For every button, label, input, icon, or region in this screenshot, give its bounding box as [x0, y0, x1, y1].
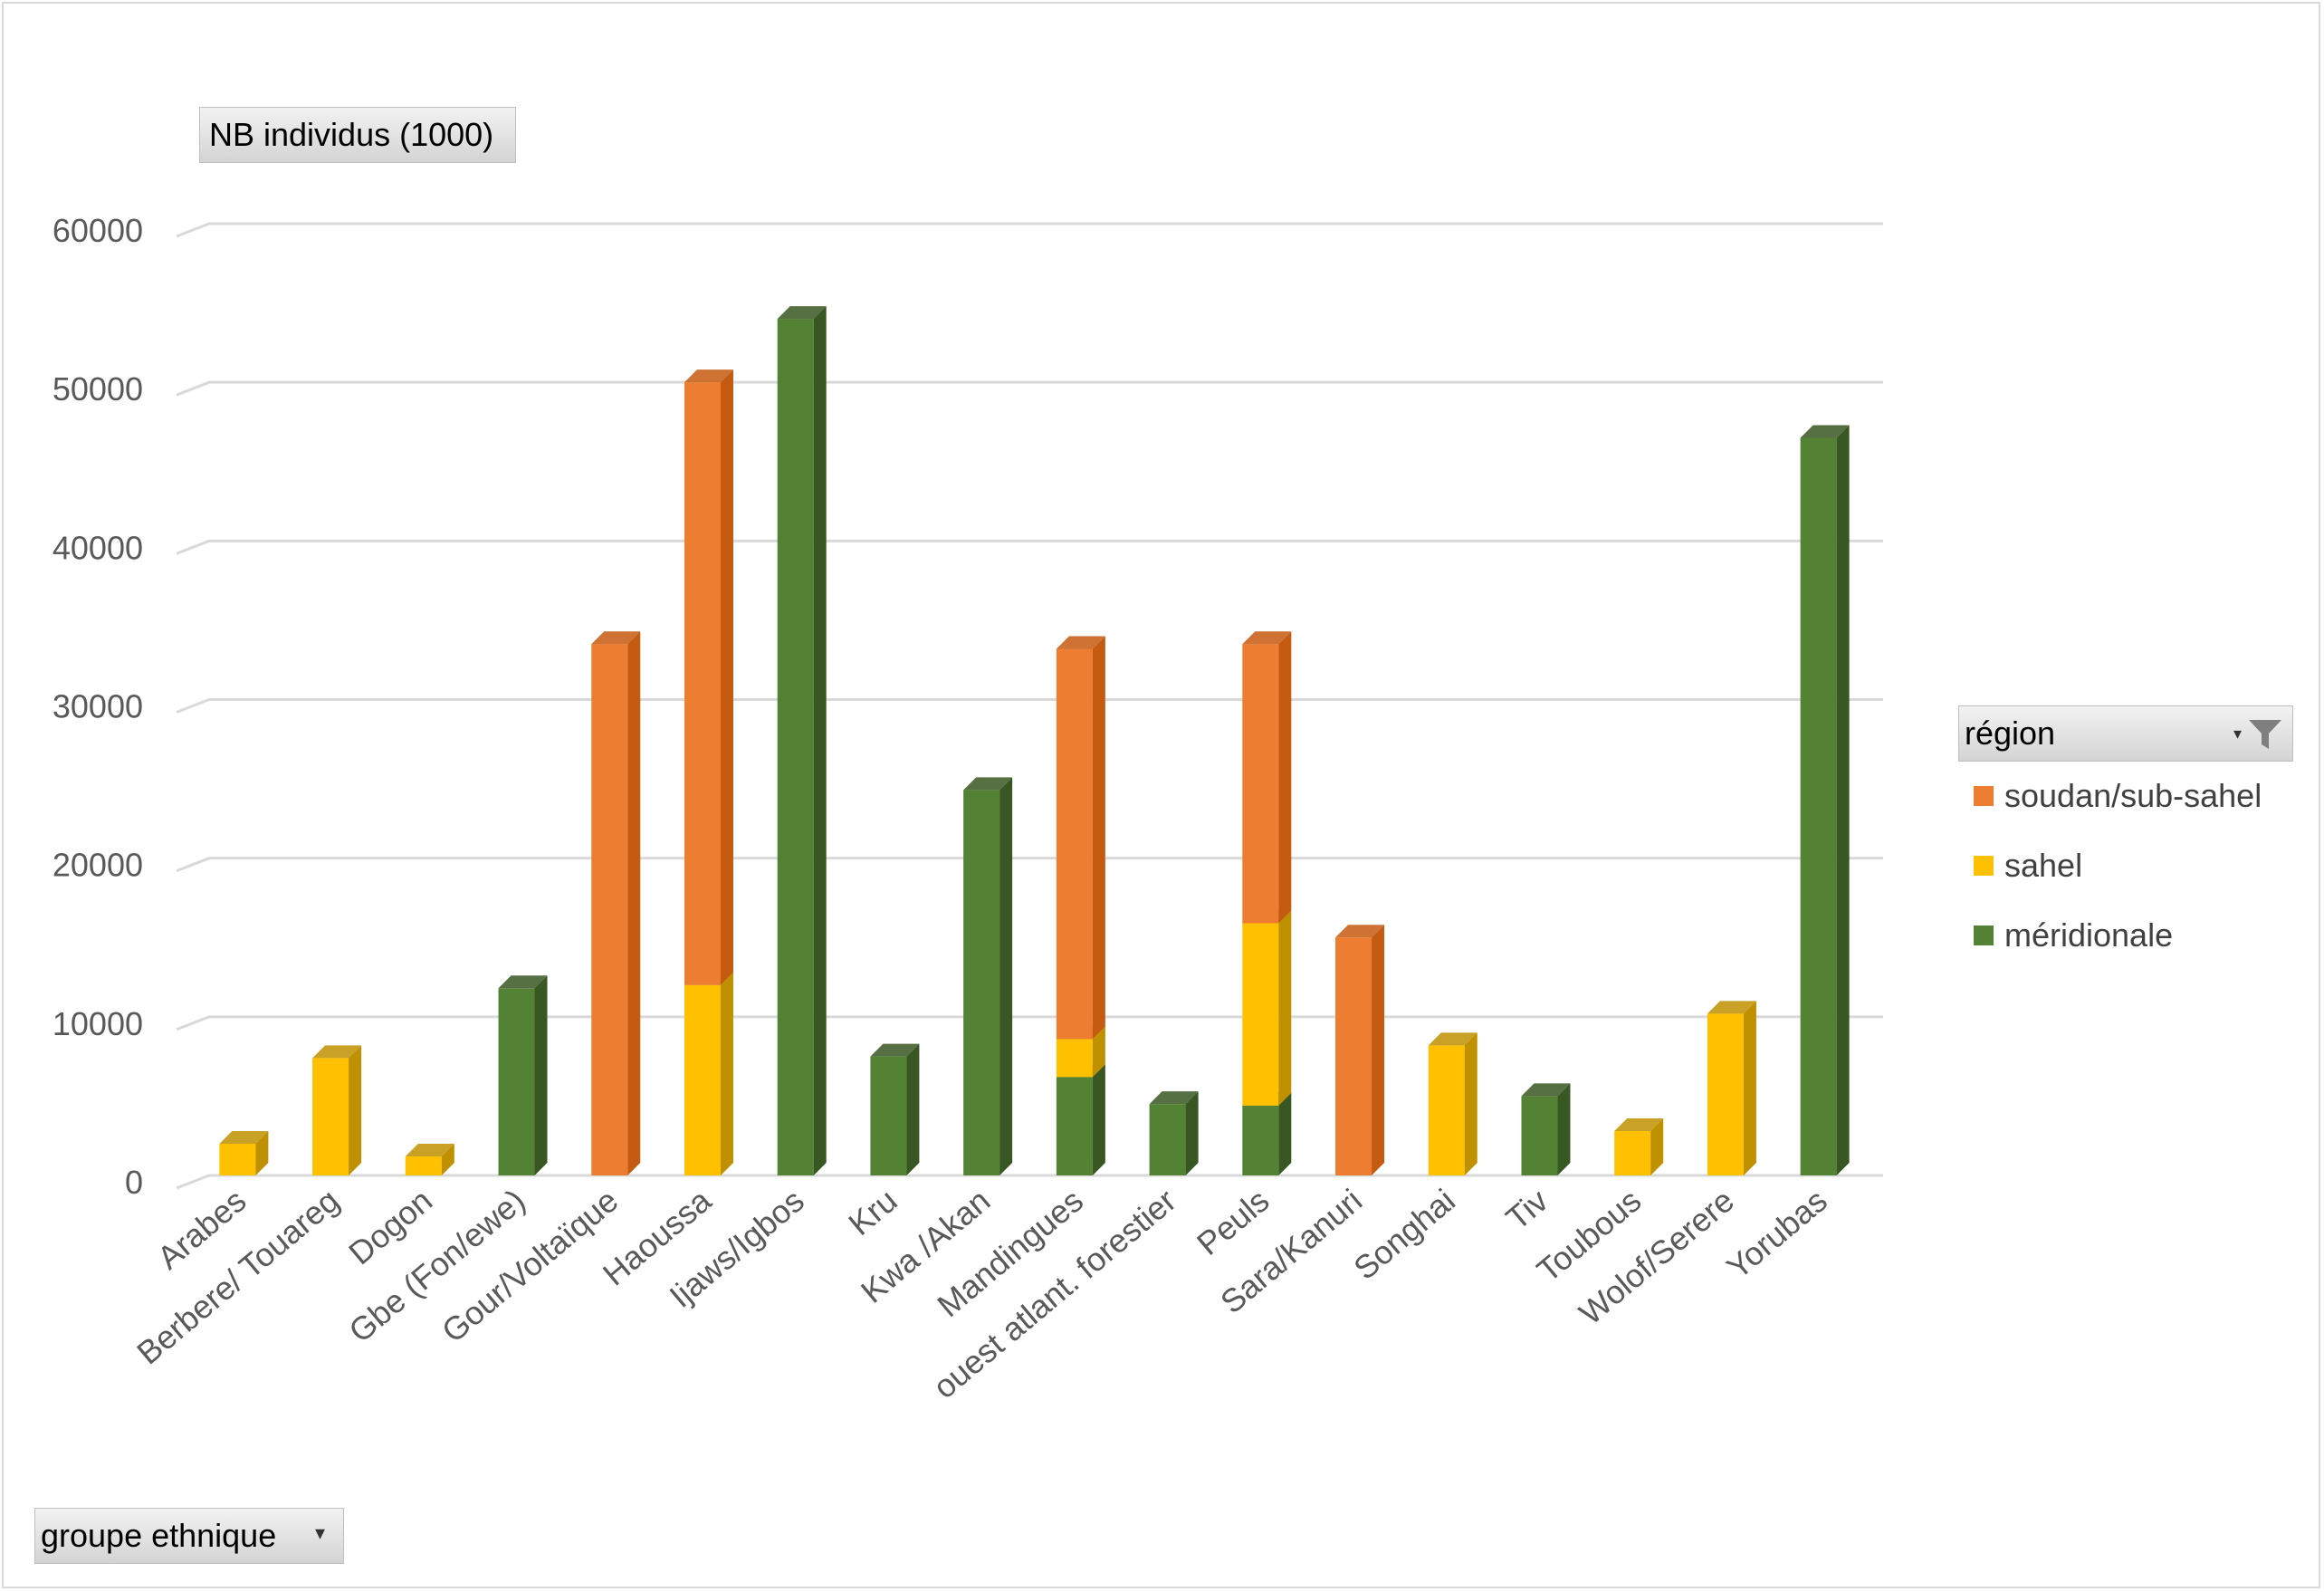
y-tick-label: 20000	[53, 847, 143, 884]
bar-segment[interactable]	[1614, 1117, 1664, 1175]
bar-segment[interactable]	[1242, 631, 1292, 924]
bar-segment[interactable]	[1428, 1032, 1478, 1175]
y-axis-ticks: 60000 50000 40000 30000 20000 10000 0	[53, 212, 143, 1201]
dropdown-arrow-icon[interactable]: ▾	[2233, 724, 2242, 743]
bar-segment[interactable]	[405, 1143, 454, 1175]
legend-title: région	[1965, 714, 2056, 752]
x-tick-label: Tiv	[1499, 1182, 1555, 1237]
y-tick-label: 50000	[53, 370, 143, 408]
bar-segment[interactable]	[1707, 1001, 1756, 1175]
y-tick-label: 40000	[53, 529, 143, 566]
legend-item-meridionale: méridionale	[1974, 913, 2173, 958]
legend-swatch	[1974, 925, 1994, 945]
y-tick-label: 10000	[53, 1005, 143, 1042]
x-axis-field-label: groupe ethnique	[41, 1517, 277, 1554]
filter-funnel-icon[interactable]	[2247, 717, 2283, 752]
bar-segment[interactable]	[870, 1043, 920, 1175]
bars	[219, 306, 1850, 1176]
legend-label: sahel	[2004, 847, 2083, 884]
y-tick-label: 30000	[53, 688, 143, 725]
bar-segment[interactable]	[1056, 1064, 1105, 1175]
bar-segment[interactable]	[777, 306, 827, 1176]
bar-segment[interactable]	[963, 777, 1013, 1175]
bar-segment[interactable]	[684, 369, 733, 985]
y-tick-label: 0	[125, 1164, 143, 1201]
bar-segment[interactable]	[591, 631, 641, 1175]
x-tick-label: Kru	[841, 1182, 904, 1242]
bar-segment[interactable]	[219, 1130, 269, 1175]
bar-segment[interactable]	[1335, 925, 1385, 1175]
bar-segment[interactable]	[1242, 910, 1292, 1106]
gridlines	[176, 222, 1883, 1190]
y-tick-label: 60000	[53, 212, 143, 249]
gridline	[176, 380, 1883, 397]
bar-segment[interactable]	[312, 1045, 362, 1175]
gridline	[176, 1015, 1883, 1031]
legend-label: soudan/sub-sahel	[2004, 777, 2262, 814]
x-tick-label: Yorubas	[1719, 1182, 1834, 1286]
legend-item-soudan: soudan/sub-sahel	[1974, 773, 2262, 819]
y-axis-field-label: NB individus (1000)	[209, 116, 494, 153]
bar-segment[interactable]	[1056, 636, 1105, 1040]
x-tick-label: Songhai	[1346, 1182, 1462, 1287]
x-axis-field-button[interactable]: groupe ethnique ▾	[34, 1508, 344, 1564]
gridline	[176, 698, 1883, 714]
bar-segment[interactable]	[1149, 1091, 1199, 1175]
y-axis-field-button[interactable]: NB individus (1000)	[199, 107, 516, 163]
gridline	[176, 222, 1883, 238]
gridline	[176, 857, 1883, 873]
legend-field-button[interactable]: région ▾	[1958, 705, 2293, 762]
bar-segment[interactable]	[684, 972, 733, 1175]
bar-segment[interactable]	[1521, 1083, 1571, 1175]
gridline	[176, 1174, 1883, 1190]
legend-item-sahel: sahel	[1974, 843, 2082, 888]
dropdown-arrow-icon[interactable]: ▾	[314, 1521, 325, 1544]
legend-swatch	[1974, 856, 1994, 876]
bar-segment[interactable]	[498, 975, 548, 1175]
legend-label: méridionale	[2004, 916, 2174, 954]
gridline	[176, 539, 1883, 555]
bar-segment[interactable]	[1800, 425, 1850, 1176]
legend-swatch	[1974, 786, 1994, 806]
